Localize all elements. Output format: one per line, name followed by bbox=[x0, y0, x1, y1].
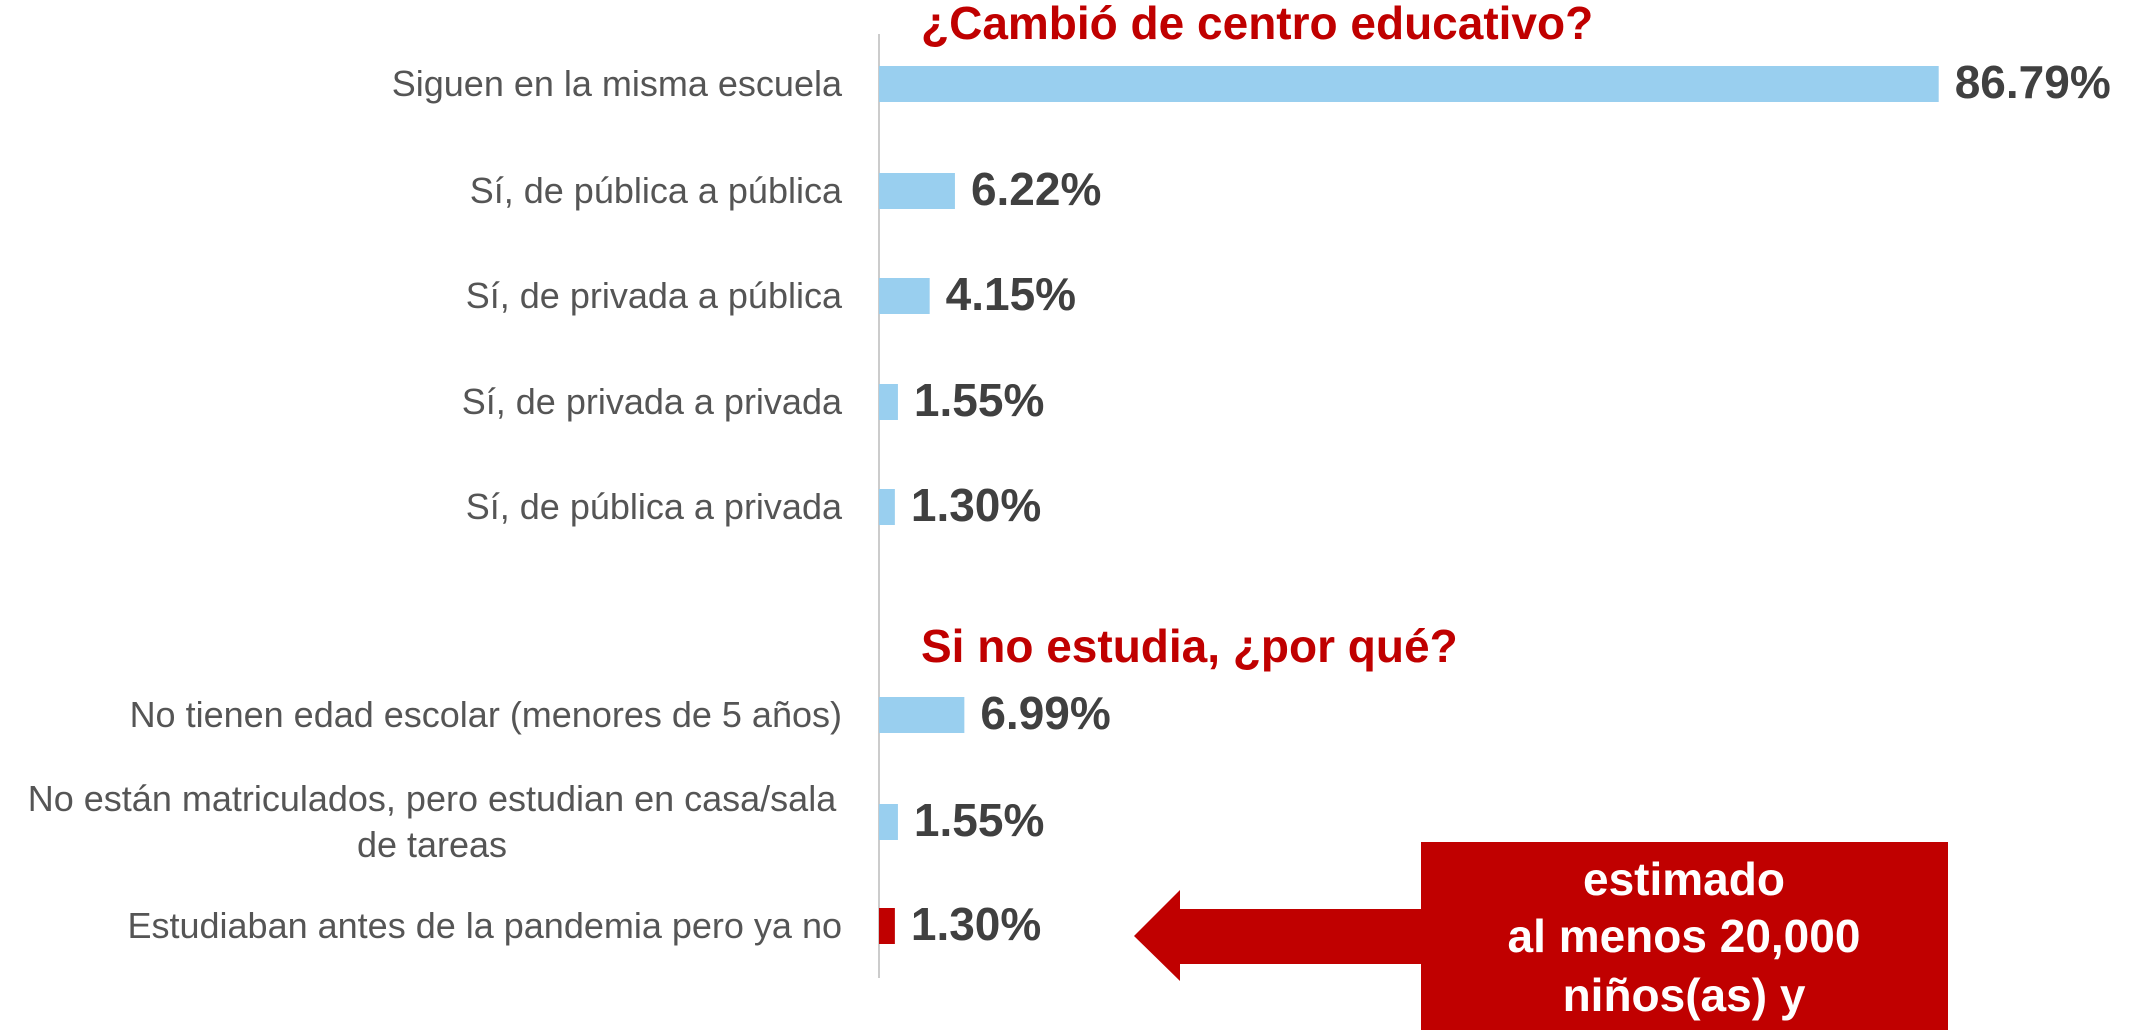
chart-title: ¿Cambió de centro educativo? bbox=[921, 0, 1593, 49]
annotation-text: al menos 20,000 bbox=[1508, 910, 1861, 962]
category-label: No tienen edad escolar (menores de 5 año… bbox=[129, 694, 842, 735]
annotation-text: estimado bbox=[1583, 853, 1785, 905]
category-label: Sí, de privada a pública bbox=[465, 275, 842, 316]
bar bbox=[879, 908, 895, 944]
value-label: 1.30% bbox=[911, 898, 1041, 950]
bar bbox=[879, 278, 930, 314]
category-label: Sí, de privada a privada bbox=[461, 381, 842, 422]
category-label: Estudiaban antes de la pandemia pero ya … bbox=[127, 905, 842, 946]
value-label: 1.30% bbox=[911, 479, 1041, 531]
annotation-text: niños(as) y bbox=[1563, 969, 1806, 1021]
bar bbox=[879, 697, 965, 733]
chart-title: Si no estudia, ¿por qué? bbox=[921, 620, 1458, 672]
arrow bbox=[1134, 890, 1421, 981]
bar bbox=[879, 66, 1939, 102]
value-label: 6.99% bbox=[980, 687, 1110, 739]
bar bbox=[879, 804, 898, 840]
bar bbox=[879, 173, 955, 209]
value-label: 6.22% bbox=[971, 163, 1101, 215]
value-label: 1.55% bbox=[914, 794, 1044, 846]
category-label: Sí, de pública a pública bbox=[469, 170, 842, 211]
category-label: No están matriculados, pero estudian en … bbox=[27, 778, 837, 865]
annotation-box bbox=[1421, 842, 1948, 1030]
bar bbox=[879, 384, 898, 420]
category-label: Sí, de pública a privada bbox=[465, 486, 842, 527]
value-label: 4.15% bbox=[946, 268, 1076, 320]
category-label: Siguen en la misma escuela bbox=[391, 63, 842, 104]
value-label: 86.79% bbox=[1955, 56, 2111, 108]
bar bbox=[879, 489, 895, 525]
value-label: 1.55% bbox=[914, 374, 1044, 426]
